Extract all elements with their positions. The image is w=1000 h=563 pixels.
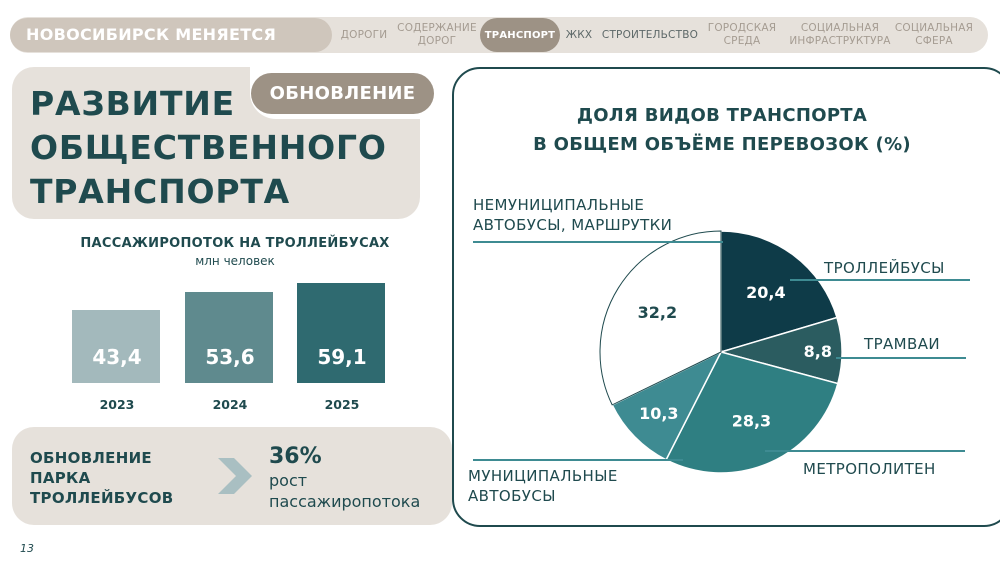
pie-slice [665,351,839,474]
nav-item-housing[interactable]: ЖКХ [565,28,593,41]
pie-category-label: НЕМУНИЦИПАЛЬНЫЕ АВТОБУСЫ, МАРШРУТКИ [473,196,673,234]
pie-slice-label: 32,2 [638,303,677,322]
bar-2024 [185,292,273,383]
page-title-line: РАЗВИТИЕ [30,84,236,123]
growth-percent: 36% [269,444,322,469]
bar-value-label: 59,1 [317,345,367,369]
bar-year-label: 2023 [99,397,135,412]
pie-category-label: ТРОЛЛЕЙБУСЫ [824,259,945,277]
nav-item-social-sphere[interactable]: СОЦИАЛЬНАЯ СФЕРА [894,22,974,47]
pie-slice-label: 20,4 [746,283,785,302]
bar-chart-title: ПАССАЖИРОПОТОК НА ТРОЛЛЕЙБУСАХ [80,236,390,251]
nav-item-urban-environment[interactable]: ГОРОДСКАЯ СРЕДА [707,22,777,47]
fleet-update-label: ОБНОВЛЕНИЕ ПАРКА ТРОЛЛЕЙБУСОВ [30,449,174,507]
chevron-right-icon [218,458,252,494]
leader-line [473,459,683,461]
leader-line [836,357,966,359]
pie-slice-label: 28,3 [732,412,771,431]
page-title-line: ОБЩЕСТВЕННОГО [30,128,387,167]
page-title: РАЗВИТИЕ ОБЩЕСТВЕННОГО ТРАНСПОРТА [30,82,387,214]
pie-chart-title: ДОЛЯ ВИДОВ ТРАНСПОРТА В ОБЩЕМ ОБЪЁМЕ ПЕР… [533,105,911,155]
nav-brand[interactable]: НОВОСИБИРСК МЕНЯЕТСЯ [10,18,332,52]
pie-slice-label: 8,8 [804,342,832,361]
pie-slice [720,230,838,354]
bar-year-label: 2025 [324,397,360,412]
bar-2025 [297,283,385,383]
pie-slice [599,230,722,406]
bar-value-label: 43,4 [92,345,142,369]
nav-item-transport[interactable]: ТРАНСПОРТ [480,18,560,52]
bar-chart-subtitle: млн человек [195,254,275,268]
bar-2023 [72,310,160,383]
bar-value-label: 53,6 [205,345,255,369]
bar-year-label: 2024 [212,397,248,412]
nav-item-construction[interactable]: СТРОИТЕЛЬСТВО [601,28,699,41]
page-title-line: ТРАНСПОРТА [30,172,290,211]
growth-description: рост пассажиропотока [269,471,421,511]
pie-category-label: МЕТРОПОЛИТЕН [803,460,936,478]
leader-line [473,241,723,243]
nav-item-roads[interactable]: ДОРОГИ [340,28,388,41]
page-number: 13 [20,542,34,555]
nav-item-road-maintenance[interactable]: СОДЕРЖАНИЕ ДОРОГ [397,22,477,47]
info-panel [12,427,452,525]
nav-item-social-infrastructure[interactable]: СОЦИАЛЬНАЯ ИНФРАСТРУКТУРА [789,22,891,47]
update-badge: ОБНОВЛЕНИЕ [251,73,434,114]
leader-line [765,450,965,452]
pie-category-label: ТРАМВАИ [864,335,940,353]
pie-category-label: МУНИЦИПАЛЬНЫЕ АВТОБУСЫ [468,467,618,505]
pie-slice-label: 10,3 [639,404,678,423]
leader-line [790,279,970,281]
